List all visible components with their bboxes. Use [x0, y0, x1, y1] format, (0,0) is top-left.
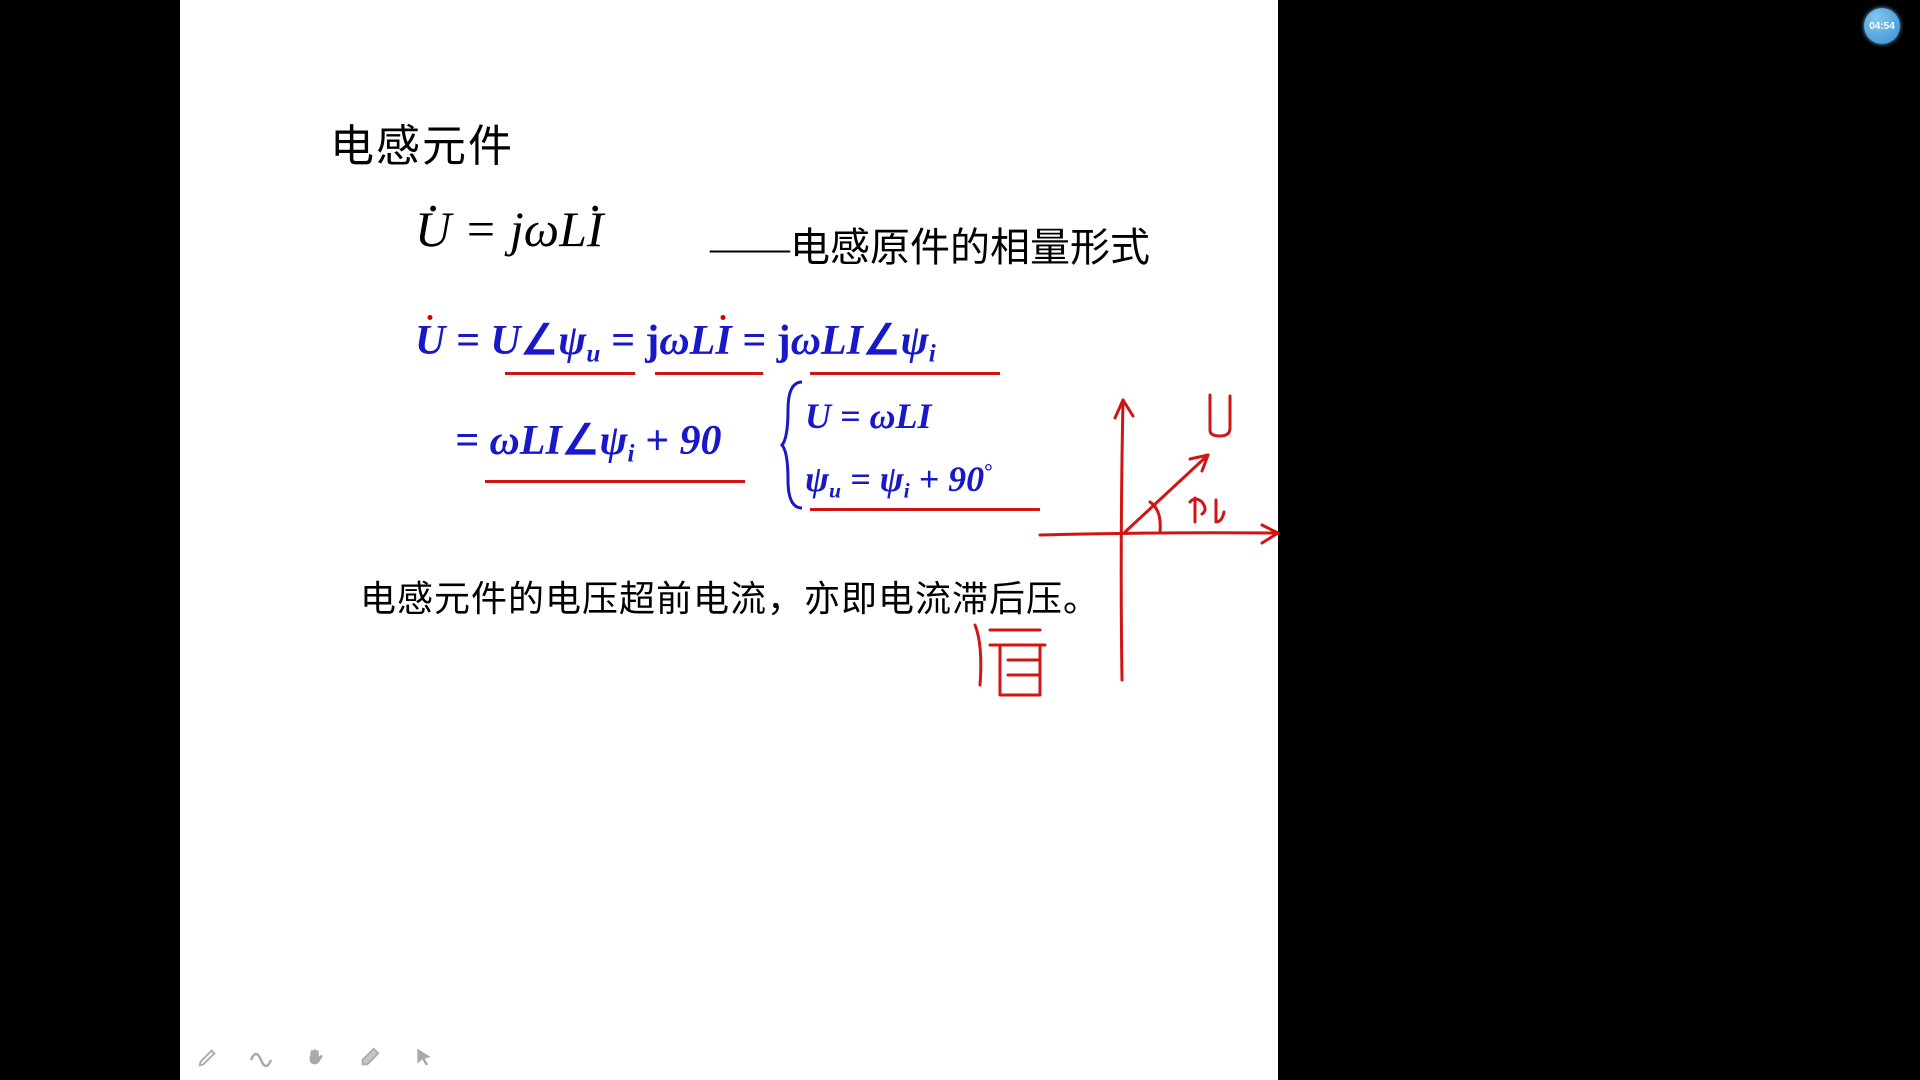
- equation-expansion-line1: U = U∠ψu = jωLI = jωLI∠ψi: [415, 315, 936, 369]
- page-title: 电感元件: [330, 110, 514, 174]
- underline: [505, 372, 635, 375]
- timer-text: 04:54: [1869, 21, 1895, 32]
- underline: [810, 372, 1000, 375]
- pen-tool-icon[interactable]: [195, 1044, 221, 1070]
- underline: [810, 508, 1040, 511]
- system-line1: U = ωLI: [805, 385, 993, 448]
- summary-text: 电感元件的电压超前电流，亦即电流滞后压。: [360, 570, 1100, 622]
- timer-badge: 04:54: [1864, 8, 1900, 44]
- equation-system: U = ωLI ψu = ψi + 90°: [805, 385, 993, 511]
- annotation-toolbar[interactable]: [195, 1044, 437, 1070]
- underline: [485, 480, 745, 483]
- symbol-U-dot: U: [415, 201, 451, 257]
- symbol-I-dot: I: [587, 201, 604, 257]
- eraser-tool-icon[interactable]: [357, 1044, 383, 1070]
- equation-phasor-form: U = jωLI: [415, 200, 604, 258]
- wave-tool-icon[interactable]: [249, 1044, 275, 1070]
- equation-expansion-line2: = ωLI∠ψi + 90: [455, 415, 721, 469]
- system-line2: ψu = ψi + 90°: [805, 448, 993, 511]
- hand-tool-icon[interactable]: [303, 1044, 329, 1070]
- underline: [655, 372, 763, 375]
- cursor-tool-icon[interactable]: [411, 1044, 437, 1070]
- equation-label: ——电感原件的相量形式: [710, 215, 1150, 273]
